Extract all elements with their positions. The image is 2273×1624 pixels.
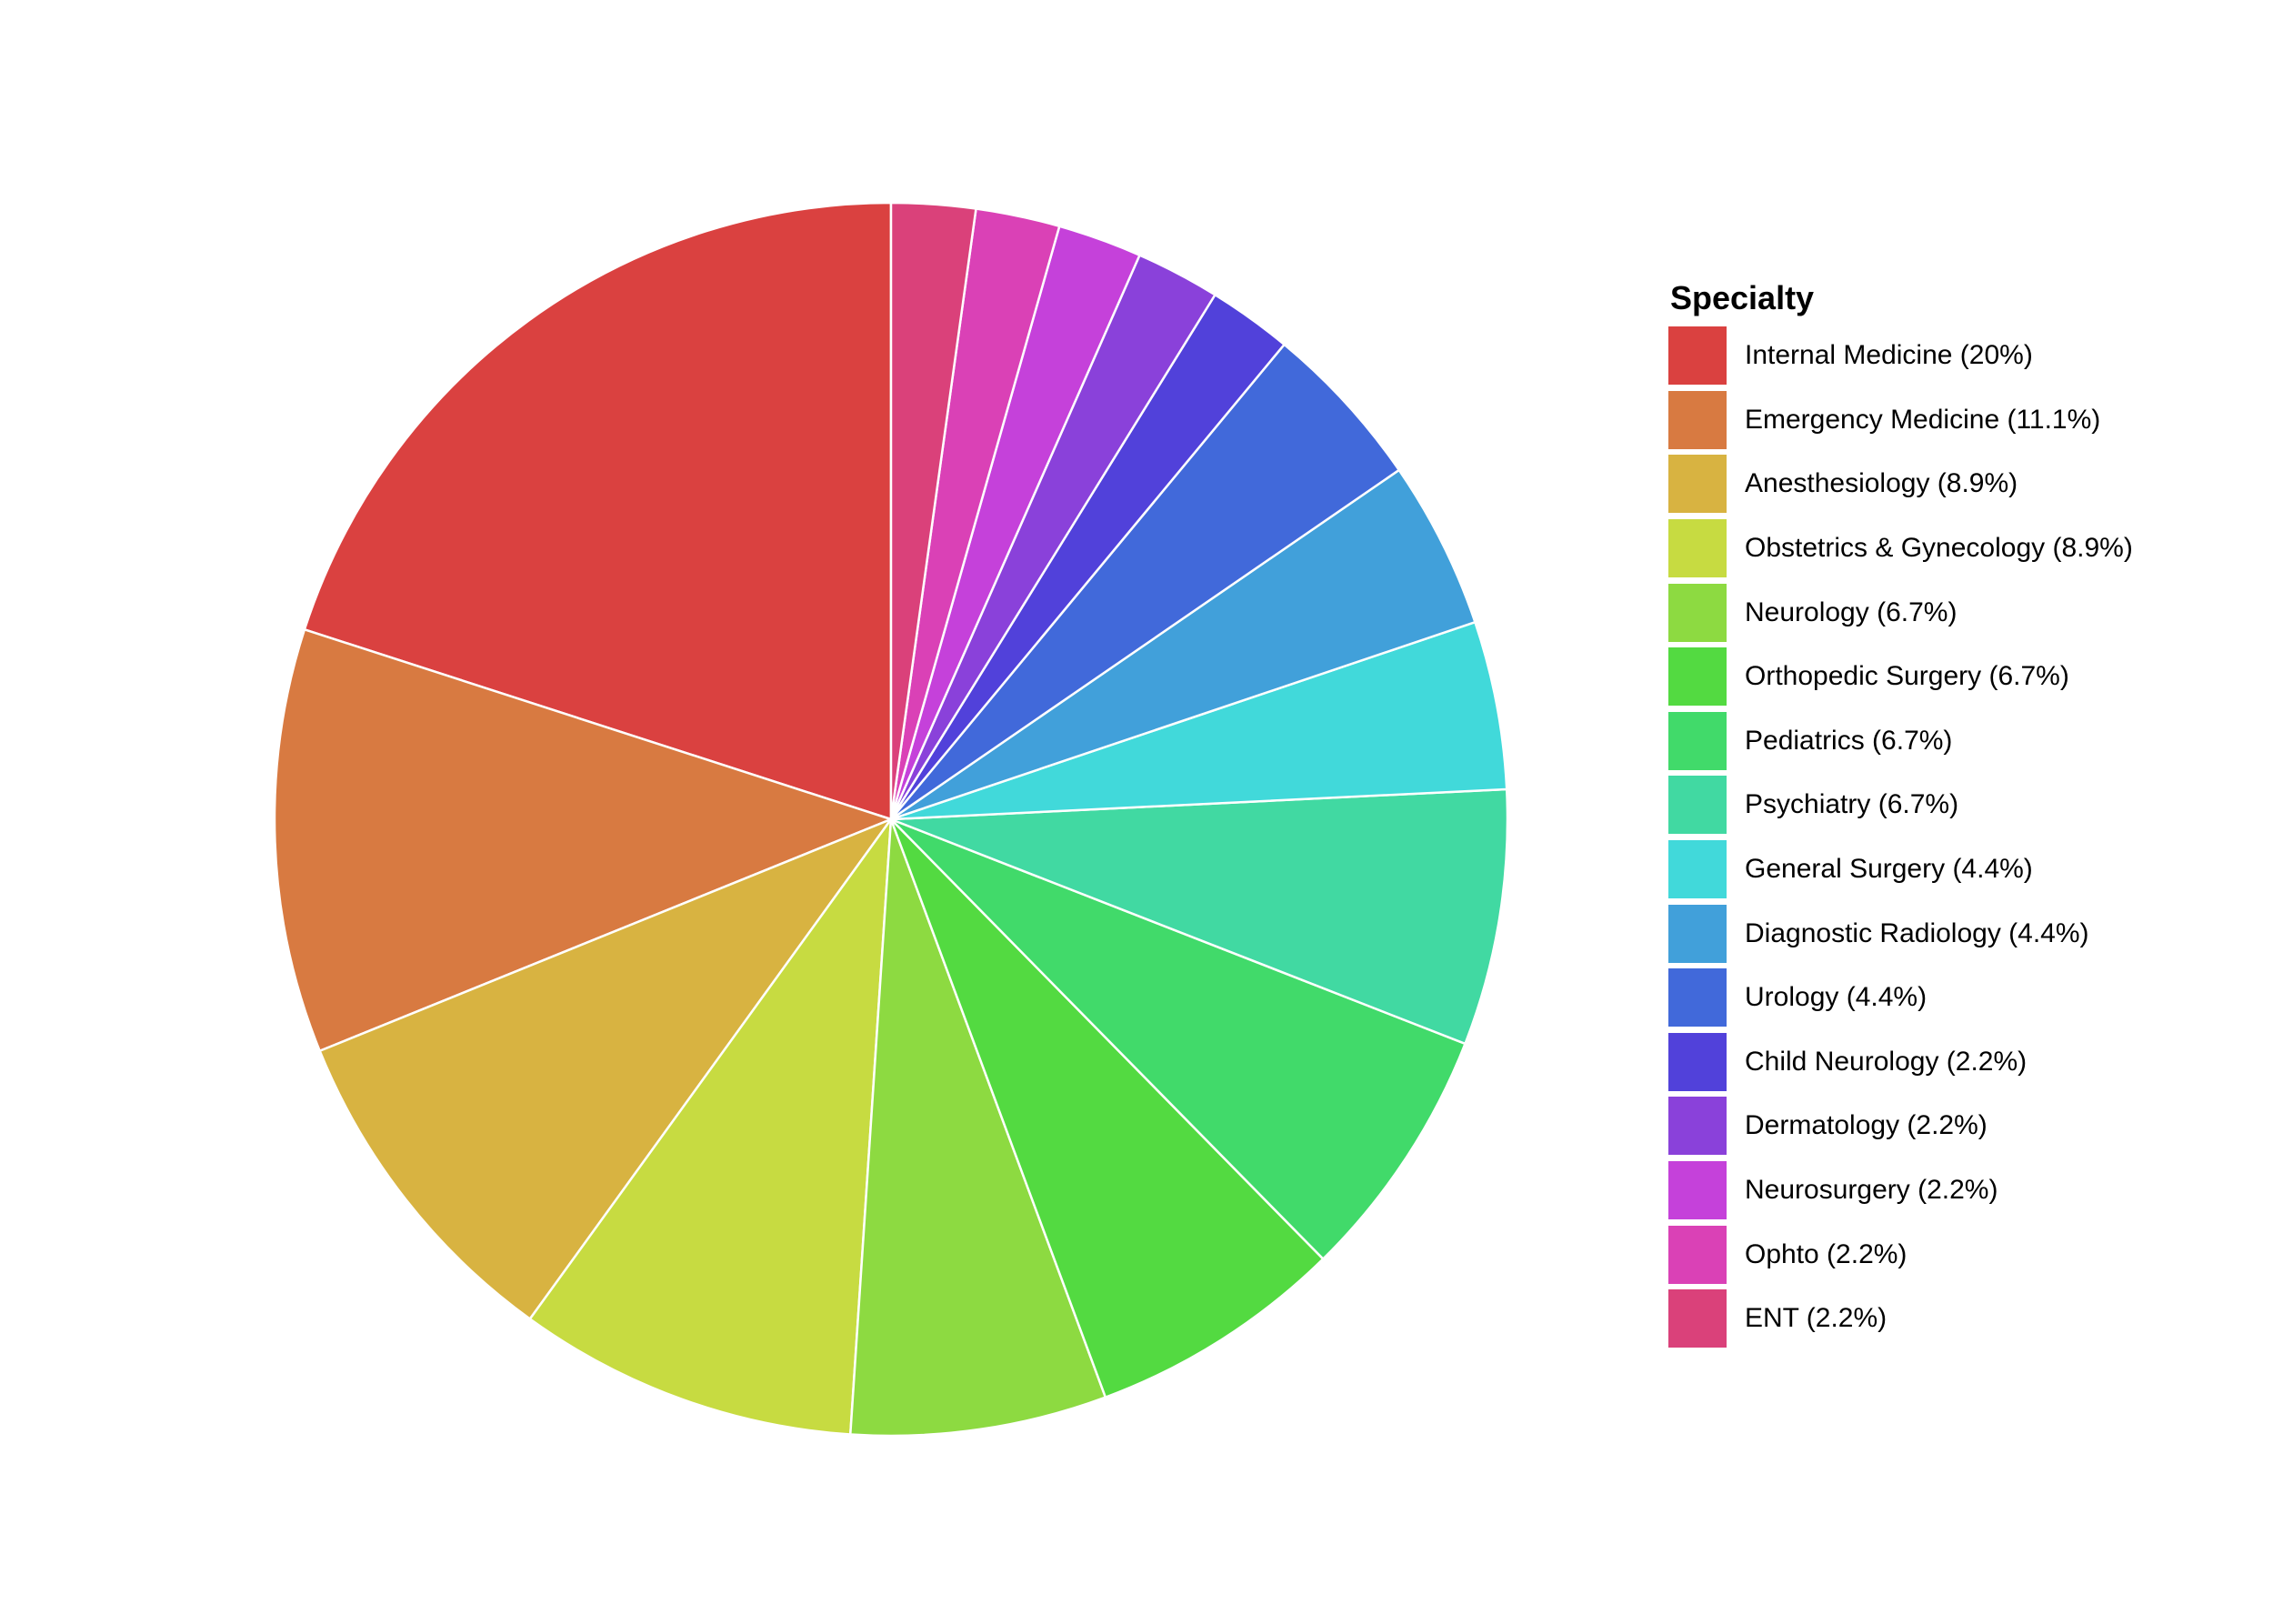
pie-slices bbox=[273, 201, 1509, 1438]
legend-swatch bbox=[1668, 390, 1727, 449]
legend-swatch bbox=[1668, 1161, 1727, 1220]
pie-slice-neurology bbox=[849, 817, 1107, 1438]
legend-item: Dermatology (2.2%) bbox=[1668, 1094, 2250, 1158]
legend-label: Neurology (6.7%) bbox=[1745, 596, 1958, 627]
legend-item: Emergency Medicine (11.1%) bbox=[1668, 388, 2250, 453]
legend-label: Diagnostic Radiology (4.4%) bbox=[1745, 917, 2089, 948]
legend-label: General Surgery (4.4%) bbox=[1745, 854, 2033, 885]
legend-item: Psychiatry (6.7%) bbox=[1668, 773, 2250, 837]
legend-swatch bbox=[1668, 1225, 1727, 1284]
legend-item: General Surgery (4.4%) bbox=[1668, 837, 2250, 902]
pie-slice-diagnostic-radiology bbox=[889, 468, 1477, 821]
pie-slice-ent bbox=[889, 201, 977, 821]
legend-item: Neurosurgery (2.2%) bbox=[1668, 1158, 2250, 1223]
legend-label: ENT (2.2%) bbox=[1745, 1303, 1887, 1334]
legend-items: Internal Medicine (20%) Emergency Medicin… bbox=[1668, 324, 2250, 1351]
legend-label: Internal Medicine (20%) bbox=[1745, 340, 2033, 371]
legend-label: Orthopedic Surgery (6.7%) bbox=[1745, 661, 2069, 692]
legend-label: Pediatrics (6.7%) bbox=[1745, 725, 1953, 756]
legend-swatch bbox=[1668, 583, 1727, 642]
legend-item: Neurology (6.7%) bbox=[1668, 580, 2250, 645]
pie-slice-general-surgery bbox=[889, 620, 1508, 821]
pie-slice-emergency-medicine bbox=[273, 628, 893, 1053]
pie-slice-psychiatry bbox=[889, 787, 1509, 1046]
legend-item: Orthopedic Surgery (6.7%) bbox=[1668, 645, 2250, 709]
legend-title: Specialty bbox=[1670, 279, 1815, 316]
legend-label: Anesthesiology (8.9%) bbox=[1745, 468, 2018, 499]
legend-item: ENT (2.2%) bbox=[1668, 1287, 2250, 1351]
legend-swatch bbox=[1668, 840, 1727, 899]
legend-item: Child Neurology (2.2%) bbox=[1668, 1030, 2250, 1095]
legend-label: Child Neurology (2.2%) bbox=[1745, 1046, 2028, 1077]
pie-slice-obstetrics-gynecology bbox=[528, 817, 893, 1436]
legend-swatch bbox=[1668, 776, 1727, 835]
legend-item: Pediatrics (6.7%) bbox=[1668, 709, 2250, 774]
legend-item: Ophto (2.2%) bbox=[1668, 1222, 2250, 1287]
legend-item: Obstetrics & Gynecology (8.9%) bbox=[1668, 516, 2250, 581]
legend-label: Emergency Medicine (11.1%) bbox=[1745, 404, 2101, 435]
pie-slice-internal-medicine bbox=[303, 201, 893, 821]
legend-swatch bbox=[1668, 711, 1727, 770]
legend-swatch bbox=[1668, 455, 1727, 514]
pie-slice-pediatrics bbox=[889, 817, 1467, 1260]
pie-slice-anesthesiology bbox=[318, 817, 893, 1320]
legend-item: Urology (4.4%) bbox=[1668, 966, 2250, 1030]
pie-slice-orthopedic-surgery bbox=[889, 817, 1325, 1398]
pie-slice-urology bbox=[889, 343, 1400, 821]
legend-item: Diagnostic Radiology (4.4%) bbox=[1668, 901, 2250, 966]
legend-swatch bbox=[1668, 519, 1727, 578]
legend-label: Obstetrics & Gynecology (8.9%) bbox=[1745, 533, 2133, 564]
legend-label: Neurosurgery (2.2%) bbox=[1745, 1175, 1998, 1206]
legend-swatch bbox=[1668, 647, 1727, 707]
legend-item: Anesthesiology (8.9%) bbox=[1668, 452, 2250, 516]
legend-swatch bbox=[1668, 1097, 1727, 1156]
legend-label: Urology (4.4%) bbox=[1745, 982, 1928, 1013]
legend: Specialty Internal Medicine (20%) Emergen… bbox=[1668, 273, 2250, 1351]
legend-swatch bbox=[1668, 1289, 1727, 1348]
legend-label: Dermatology (2.2%) bbox=[1745, 1110, 1988, 1141]
legend-item: Internal Medicine (20%) bbox=[1668, 324, 2250, 388]
legend-swatch bbox=[1668, 326, 1727, 386]
legend-swatch bbox=[1668, 968, 1727, 1028]
legend-swatch bbox=[1668, 1032, 1727, 1091]
legend-swatch bbox=[1668, 904, 1727, 963]
legend-label: Psychiatry (6.7%) bbox=[1745, 789, 1959, 820]
legend-label: Ophto (2.2%) bbox=[1745, 1238, 1908, 1269]
